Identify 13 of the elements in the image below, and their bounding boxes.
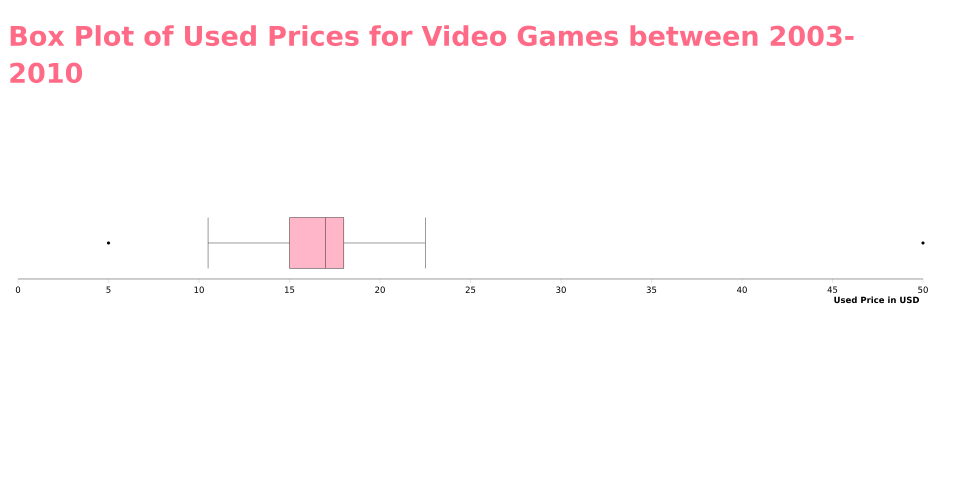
x-tick-label: 5 bbox=[106, 286, 110, 293]
x-axis-title: Used Price in USD bbox=[834, 296, 920, 304]
x-tick-label: 30 bbox=[556, 286, 566, 293]
x-tick-label: 50 bbox=[918, 286, 928, 293]
x-tick-label: 40 bbox=[737, 286, 747, 293]
x-tick-label: 35 bbox=[646, 286, 656, 293]
x-tick-label: 0 bbox=[16, 286, 20, 293]
x-tick-label: 45 bbox=[828, 286, 838, 293]
x-tick-label: 15 bbox=[285, 286, 294, 293]
chart-title: Box Plot of Used Prices for Video Games between 2003-2010 bbox=[10, 25, 854, 84]
x-tick-label: 25 bbox=[466, 286, 476, 293]
x-tick-label: 20 bbox=[375, 286, 385, 293]
x-tick-label: 10 bbox=[194, 286, 204, 293]
